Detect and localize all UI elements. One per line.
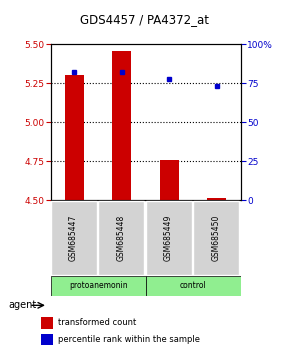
Text: transformed count: transformed count xyxy=(58,318,136,327)
Text: GSM685450: GSM685450 xyxy=(211,215,220,261)
Text: GDS4457 / PA4372_at: GDS4457 / PA4372_at xyxy=(81,13,209,26)
Bar xyxy=(146,276,241,296)
Bar xyxy=(207,199,226,200)
Bar xyxy=(65,75,84,200)
Bar xyxy=(51,201,97,275)
Text: GSM685447: GSM685447 xyxy=(69,215,78,261)
Text: agent: agent xyxy=(9,300,37,310)
Text: control: control xyxy=(180,281,206,290)
Bar xyxy=(193,201,239,275)
Bar xyxy=(98,201,144,275)
Bar xyxy=(160,160,179,200)
Bar xyxy=(146,201,192,275)
Bar xyxy=(41,333,53,346)
Text: GSM685448: GSM685448 xyxy=(117,215,126,261)
Text: protoanemonin: protoanemonin xyxy=(69,281,128,290)
Bar xyxy=(113,51,131,200)
Bar xyxy=(41,318,53,329)
Bar xyxy=(51,276,146,296)
Text: GSM685449: GSM685449 xyxy=(164,215,173,261)
Text: percentile rank within the sample: percentile rank within the sample xyxy=(58,335,200,344)
